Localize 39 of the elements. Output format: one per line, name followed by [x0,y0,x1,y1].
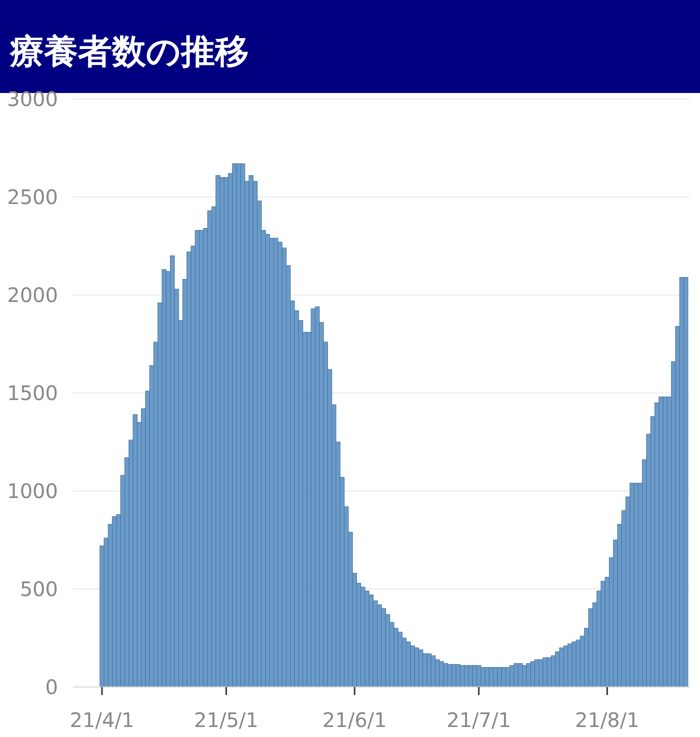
x-tick-label: 21/7/1 [446,708,511,732]
bar [265,234,270,688]
bar [514,663,518,688]
x-tick-label: 21/8/1 [574,708,640,732]
y-tick-label: 500 [20,577,58,601]
bar [630,482,634,688]
bar [381,608,386,688]
bar [132,414,138,688]
bar [426,653,432,688]
y-tick-label: 0 [45,675,58,699]
bar [364,590,370,688]
bar [278,242,282,688]
bar [410,646,415,688]
bar [530,661,536,688]
bar [468,665,473,688]
y-tick-label: 1500 [7,381,58,405]
x-tick-label: 21/6/1 [322,708,387,732]
y-tick-label: 2500 [7,185,58,209]
bar [162,269,166,688]
bar [236,163,242,688]
x-tick-label: 21/4/1 [70,708,134,732]
y-tick-label: 2000 [7,283,58,307]
bar [439,661,444,688]
bar [559,648,564,688]
bar [220,177,224,688]
bar [542,657,548,688]
bar [658,396,664,688]
bar [456,664,460,688]
y-tick-label: 3000 [7,87,58,111]
y-tick-label: 1000 [7,479,58,503]
bar [398,632,403,688]
bar [572,642,576,688]
x-tick-label: 21/5/1 [194,708,258,732]
chart-title: 療養者数の推移 [9,32,249,72]
bar [497,667,502,688]
bar [683,277,688,688]
bar [484,667,490,688]
bar [600,580,606,688]
bar [248,175,254,688]
